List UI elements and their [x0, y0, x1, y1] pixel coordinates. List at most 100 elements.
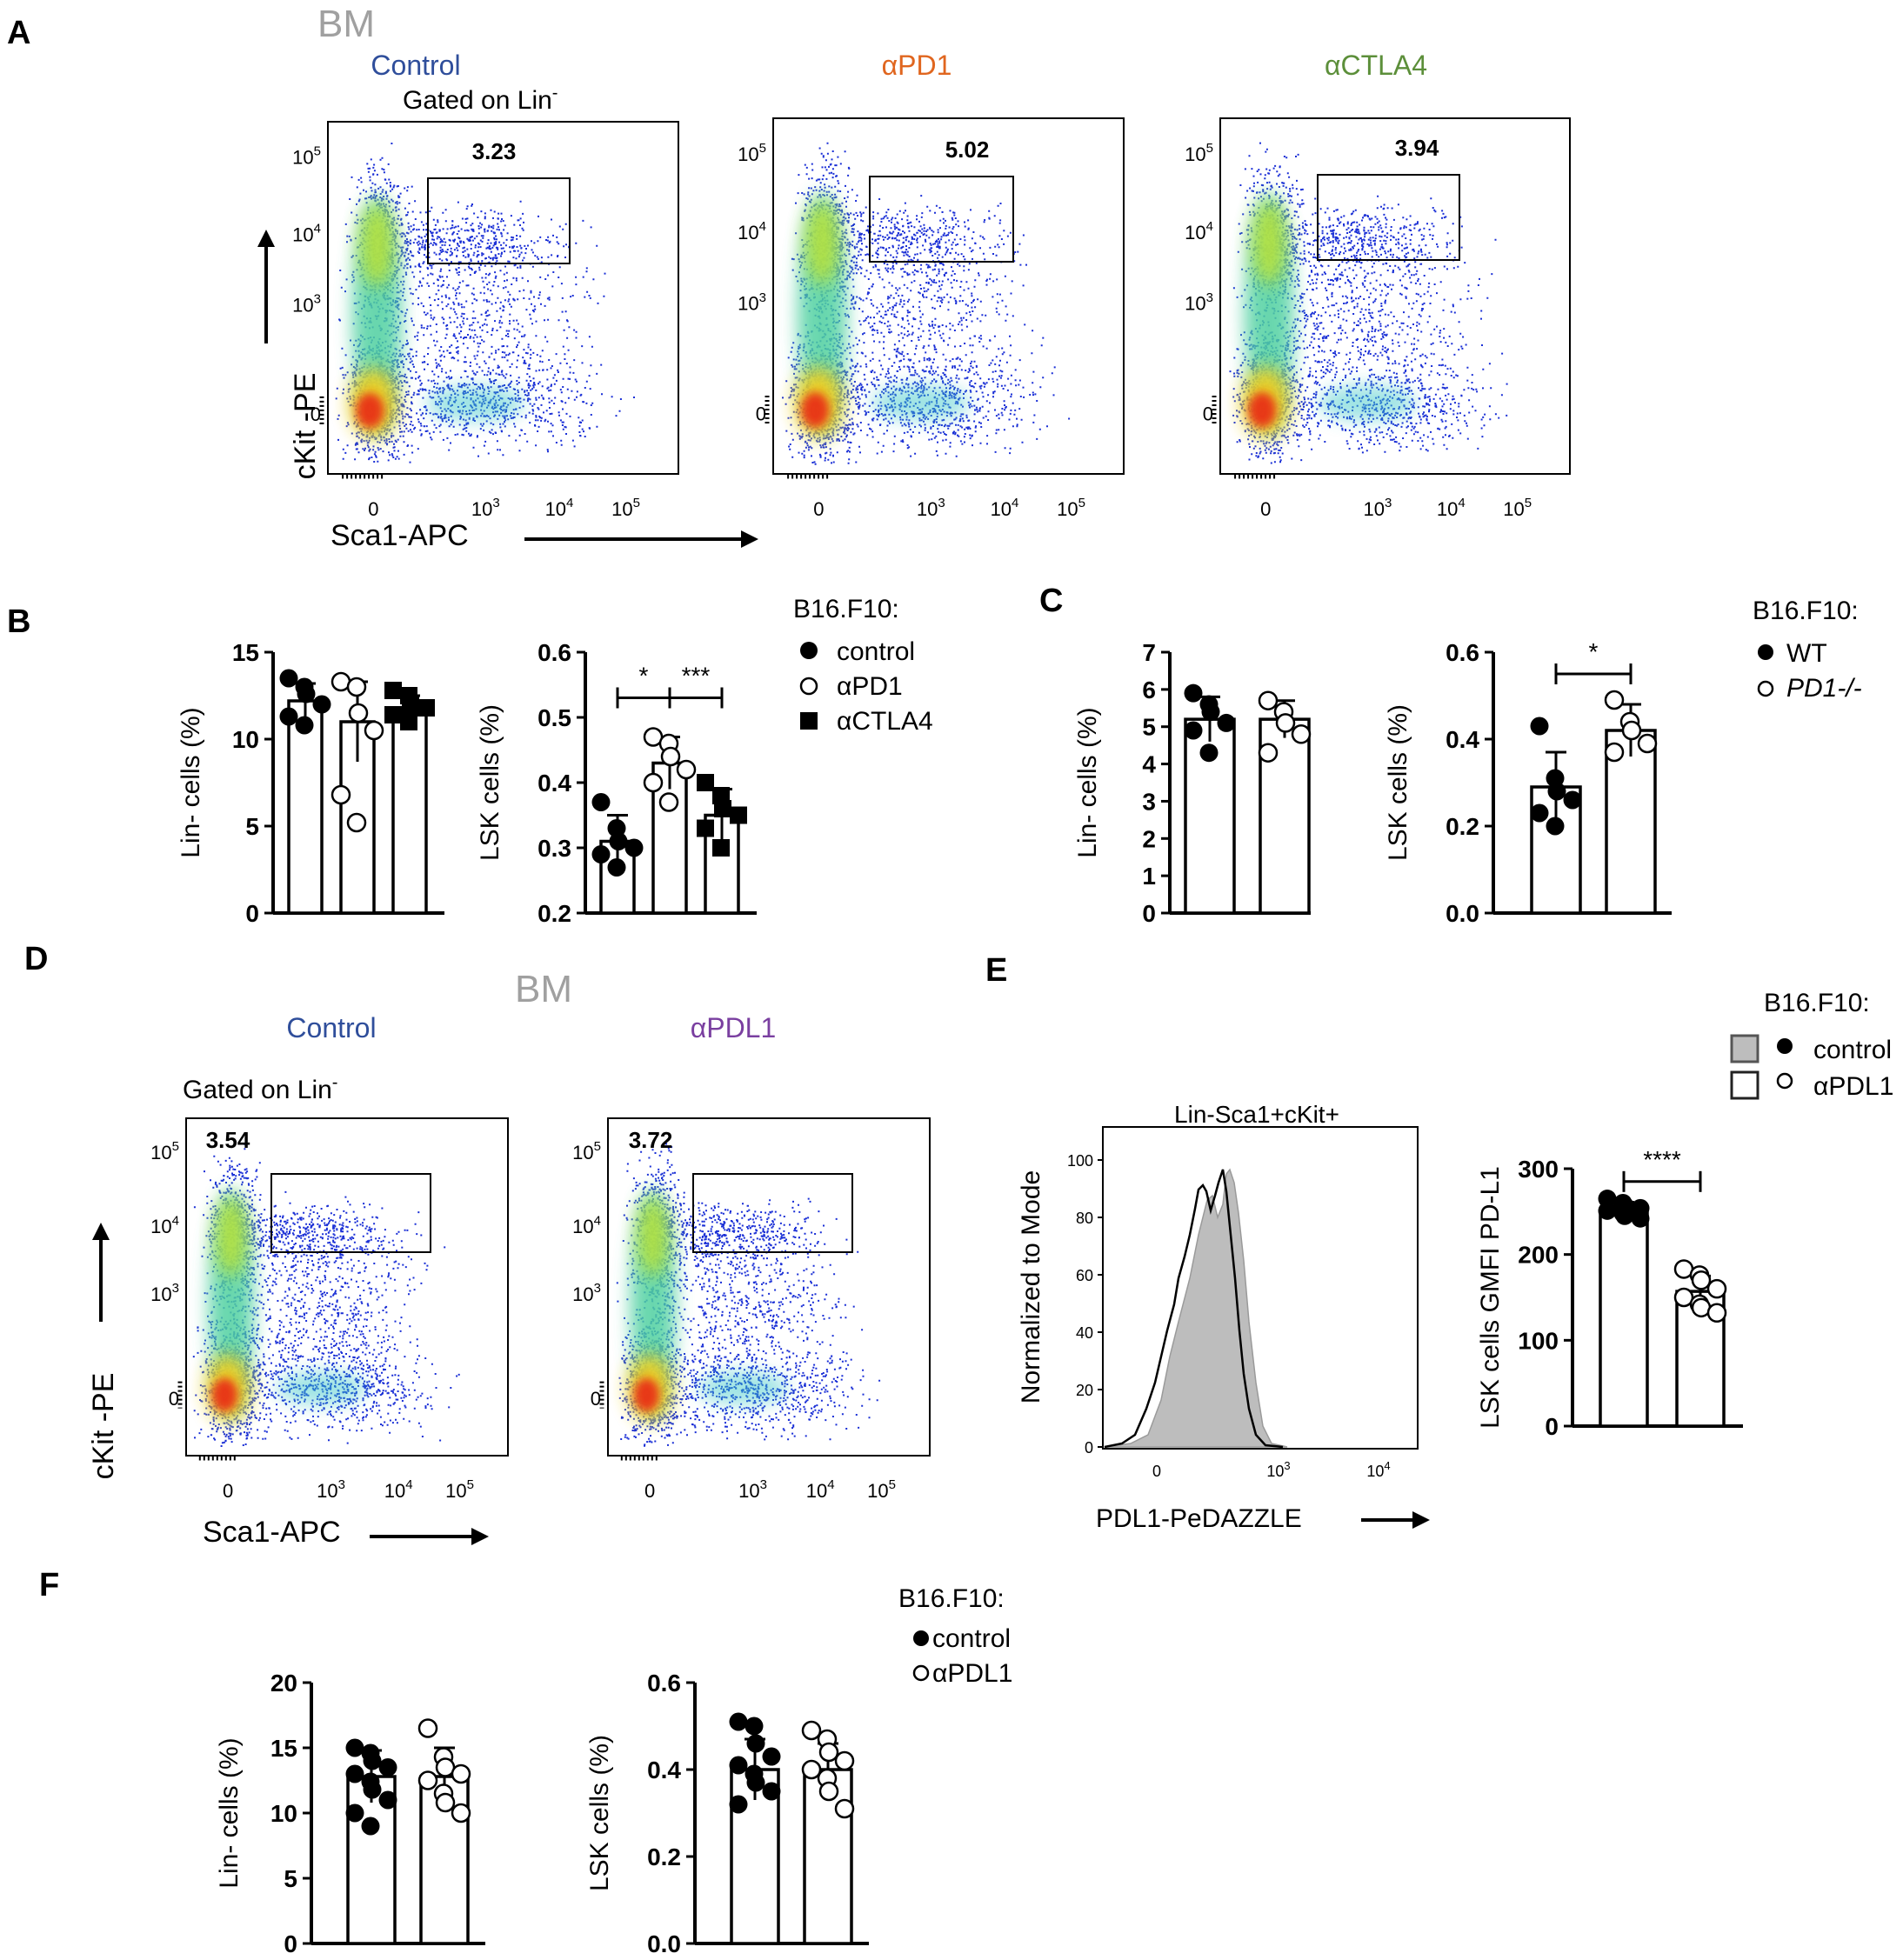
panel-a-title-apd1: αPD1 — [882, 50, 952, 81]
gate-pct-d-control: 3.54 — [206, 1127, 250, 1153]
flow-x-tick: 0 — [813, 498, 824, 520]
bar-y-tick-label: 0.2 — [1446, 813, 1479, 840]
flow-density-right — [871, 384, 970, 421]
chart-c-lin: 0 1 2 3 4 5 6 7 Lin- cells (%) — [1073, 639, 1312, 927]
data-point-αCTLA4 — [417, 699, 435, 717]
panel-c-legend: C B16.F10: WT PD1-/- — [1039, 583, 1862, 703]
data-point-control — [279, 669, 298, 688]
flow-x-tick: 105 — [611, 496, 640, 520]
bar-y-tick-label: 5 — [284, 1865, 297, 1892]
data-point-αPDL1 — [1706, 1278, 1727, 1299]
flow-density-upper — [215, 1196, 248, 1277]
gate-pct-control: 3.23 — [472, 138, 517, 164]
data-point-αPDL1 — [1691, 1270, 1712, 1290]
legend-marker-pd1ko — [1757, 680, 1774, 697]
gate-pct-apd1: 5.02 — [945, 137, 990, 163]
histogram-y-tick: 0 — [1085, 1439, 1093, 1457]
flow-x-tick: 103 — [471, 496, 500, 520]
flow-density-upper — [359, 203, 395, 288]
gate-box-apd1 — [869, 176, 1014, 263]
flow-x-tick: 103 — [1363, 496, 1392, 520]
data-point-αPD1 — [364, 720, 384, 741]
flow-plot-frame — [772, 117, 1125, 475]
panel-f-legend-title: B16.F10: — [898, 1584, 1005, 1613]
flow-density-core — [633, 1377, 660, 1412]
bar-y-axis-label: Lin- cells (%) — [1073, 707, 1102, 857]
legend-marker-control — [800, 642, 818, 659]
chart-b-lin: 0 5 10 15 Lin- cells (%) — [177, 639, 444, 927]
panel-e-letter: E — [985, 952, 1007, 989]
panel-d-title-control: Control — [286, 1012, 376, 1043]
data-point-αPDL1 — [451, 1803, 471, 1823]
data-point-WT — [1184, 683, 1203, 703]
flow-x-tick: 104 — [991, 496, 1019, 520]
legend-marker-f-control — [913, 1630, 929, 1646]
flow-y-tick: 105 — [738, 141, 766, 165]
bar-y-tick-label: 1 — [1142, 863, 1156, 890]
flow-y-tick: 104 — [292, 222, 321, 246]
data-point-αPDL1 — [818, 1742, 839, 1763]
bar-y-tick-label: 0.6 — [1446, 639, 1479, 666]
chart-f-lin: 0 5 10 15 20 Lin- cells (%) — [215, 1670, 485, 1957]
bar-control — [1599, 1207, 1649, 1428]
bar-y-tick-label: 0 — [1545, 1413, 1559, 1440]
bar-y-axis-label: LSK cells (%) — [476, 704, 504, 861]
data-point-αPDL1 — [451, 1763, 471, 1784]
flow-density-core — [356, 392, 384, 429]
flow-y-tick: 103 — [572, 1281, 601, 1305]
flow-y-tick: 0 — [1203, 403, 1213, 424]
data-point-αPDL1 — [417, 1718, 438, 1738]
data-point-WT — [1217, 713, 1236, 732]
data-point-αPDL1 — [417, 1770, 438, 1790]
panel-d-x-label: Sca1-APC — [203, 1516, 341, 1549]
data-point-PD1-/- — [1604, 690, 1625, 710]
data-point-PD1-/- — [1604, 742, 1625, 763]
bar-y-tick-label: 20 — [270, 1670, 297, 1697]
flow-x-tick: 103 — [917, 496, 945, 520]
significance-label: * — [1589, 638, 1599, 665]
flow-y-tick: 105 — [1185, 141, 1213, 165]
histogram-x-tick: 103 — [1266, 1459, 1290, 1480]
significance-label: * — [639, 663, 649, 690]
flow-y-tick: 104 — [150, 1213, 179, 1237]
histogram-ticks: 0 20 40 60 80 100 0 103 104 — [1067, 1152, 1391, 1480]
data-point-αPDL1 — [801, 1759, 822, 1780]
panel-f-letter: F — [39, 1567, 59, 1603]
flow-density-core — [1248, 391, 1277, 428]
data-point-control — [729, 1795, 748, 1814]
flow-y-tick: 105 — [292, 144, 321, 169]
panel-f-legend: F B16.F10: control αPDL1 — [39, 1567, 1012, 1688]
data-point-control — [607, 858, 626, 877]
flow-density-right — [698, 1371, 789, 1405]
flow-density-right — [276, 1371, 367, 1405]
flow-plot-d-apdl1: 0 103 104 105 0 103 104 105 — [572, 1117, 931, 1502]
bar-αCTLA4 — [391, 706, 428, 915]
flow-y-tick: 0 — [756, 403, 766, 424]
flow-dots-scatter — [782, 142, 1071, 465]
panel-a: A BM Control αPD1 αCTLA4 Gated on Lin- 0… — [7, 3, 1571, 552]
panel-d-title-apdl1: αPDL1 — [691, 1012, 777, 1043]
data-point-control — [295, 716, 314, 735]
flow-x-tick: 104 — [806, 1477, 835, 1502]
data-point-control — [1615, 1206, 1634, 1225]
data-point-αPD1 — [331, 784, 351, 805]
bar-y-tick-label: 15 — [232, 639, 259, 666]
panel-c-legend-title: B16.F10: — [1753, 597, 1859, 625]
panel-e-legend-title: B16.F10: — [1764, 989, 1870, 1017]
data-point-WT — [1184, 721, 1203, 740]
bar-y-tick-label: 0.4 — [647, 1757, 681, 1783]
gate-box-actla4 — [1317, 174, 1460, 261]
data-point-αPD1 — [676, 759, 697, 780]
bar-y-tick-label: 200 — [1518, 1242, 1559, 1269]
bar-y-tick-label: 0.0 — [647, 1930, 681, 1957]
legend-label-apd1: αPD1 — [837, 672, 903, 701]
gate-box-d-control — [270, 1173, 431, 1253]
bar-y-tick-label: 5 — [245, 813, 259, 840]
flow-x-tick: 103 — [738, 1477, 767, 1502]
flow-plot-frame — [607, 1117, 931, 1457]
panel-e-histogram: Lin-Sca1+cKit+ Normalized to Mode PDL1-P… — [1017, 1101, 1430, 1533]
data-point-αPD1 — [346, 677, 367, 697]
data-point-control — [624, 838, 644, 857]
chart-c-lsk: 0.0 0.2 0.4 0.6 LSK cells (%) * — [1384, 638, 1672, 927]
